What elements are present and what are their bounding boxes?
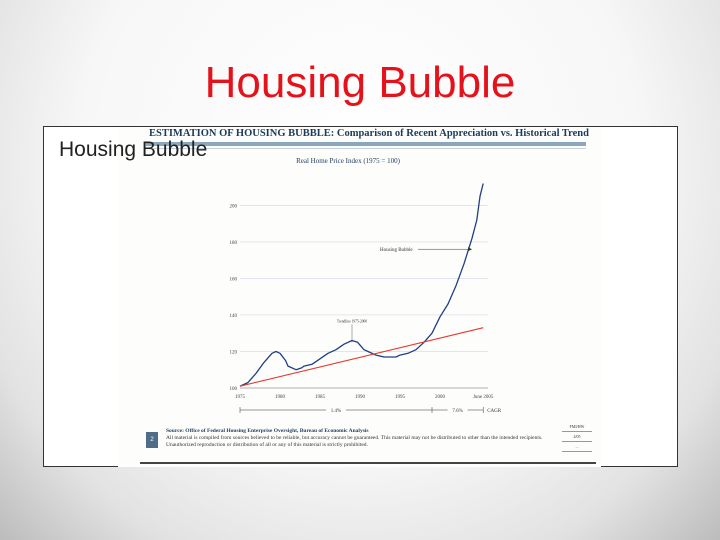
y-tick-label: 180 xyxy=(230,241,238,246)
y-tick-label: 100 xyxy=(230,387,238,392)
footer-right-line: FMI/HW xyxy=(562,422,592,432)
x-tick-label: 1980 xyxy=(275,395,286,400)
footer-right-line: ... xyxy=(562,442,592,452)
x-tick-label: 2000 xyxy=(435,395,446,400)
series-line-price-index xyxy=(239,183,484,387)
cagr-label: 1.4% xyxy=(331,409,341,414)
bottom-rule xyxy=(140,462,596,464)
chart-title: Real Home Price Index (1975 = 100) xyxy=(296,157,401,165)
footer-right-block: FMI/HW 4/05 ... xyxy=(562,422,592,452)
y-tick-label: 200 xyxy=(230,204,238,209)
figure-title-rule xyxy=(146,142,586,146)
slide-title: Housing Bubble xyxy=(204,58,516,107)
y-tick-label: 160 xyxy=(230,277,238,282)
series-line-trendline xyxy=(239,327,484,387)
cagr-label-bg xyxy=(447,406,468,414)
annotation-label: Housing Bubble xyxy=(380,248,413,253)
figure-title-rule-thin xyxy=(146,148,586,149)
footer-right-line: 4/05 xyxy=(562,432,592,442)
x-tick-label: 1975 xyxy=(235,395,246,400)
line-chart: Real Home Price Index (1975 = 100) 100 12… xyxy=(230,157,502,414)
y-tick-label: 140 xyxy=(230,314,238,319)
annotation-arrowhead xyxy=(468,247,472,252)
x-tick-label: 1995 xyxy=(395,395,406,400)
disclaimer-text: All material is compiled from sources be… xyxy=(166,435,543,448)
scanned-figure xyxy=(118,127,601,467)
x-tick-label: 1985 xyxy=(315,395,326,400)
source-note: Source: Office of Federal Housing Enterp… xyxy=(166,428,546,449)
cagr-label: CAGR xyxy=(487,409,502,414)
source-label: Source: Office of Federal Housing Enterp… xyxy=(166,428,369,434)
frame-caption: Housing Bubble xyxy=(59,138,208,161)
annotation-label: Trendline 1975-2000 xyxy=(337,319,368,323)
cagr-label: 7.6% xyxy=(452,409,462,414)
footer-page-box: 2 xyxy=(146,432,158,448)
x-tick-label: 1990 xyxy=(355,395,366,400)
x-tick-label: June 2005 xyxy=(473,395,494,400)
cagr-label-bg xyxy=(326,406,346,414)
y-tick-label: 120 xyxy=(230,350,238,355)
figure-title: ESTIMATION OF HOUSING BUBBLE: Comparison… xyxy=(149,128,589,139)
